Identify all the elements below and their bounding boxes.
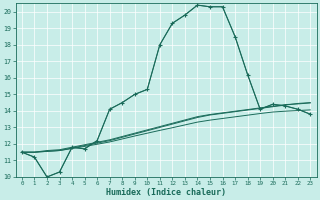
- X-axis label: Humidex (Indice chaleur): Humidex (Indice chaleur): [106, 188, 226, 197]
